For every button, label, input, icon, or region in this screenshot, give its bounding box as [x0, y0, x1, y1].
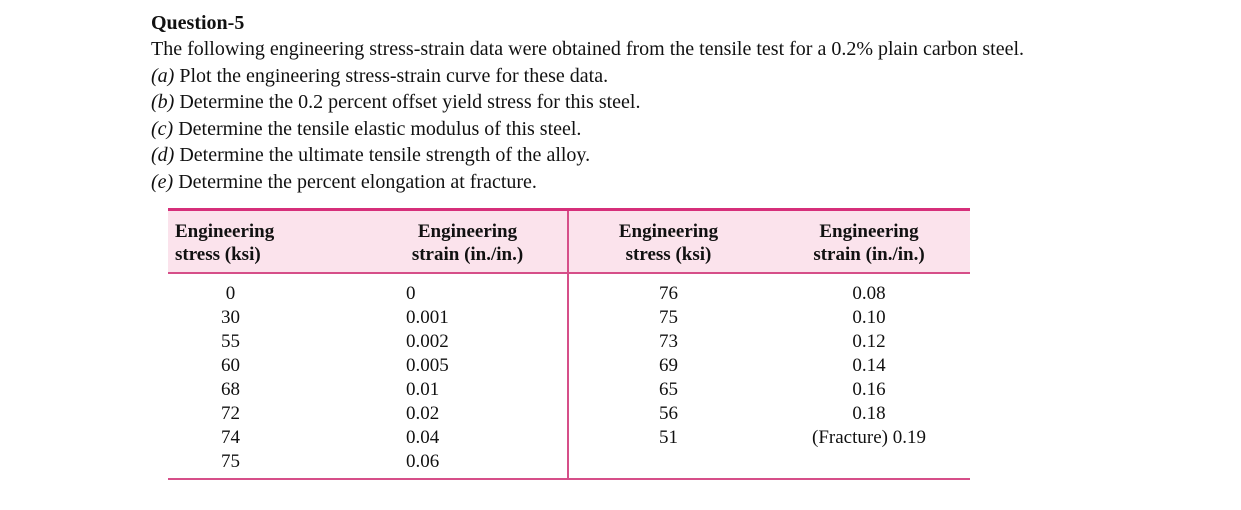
table-cell: 0.14: [852, 355, 886, 376]
table-row: 68 0.01 65 0.16: [168, 378, 970, 402]
table-cell: 69: [659, 355, 678, 376]
table-cell: 56: [659, 403, 678, 424]
header-stress-2: Engineering stress (ksi): [568, 208, 768, 274]
part-letter: (d): [151, 144, 175, 166]
stress-strain-table: Engineering stress (ksi) Engineering strai…: [168, 208, 970, 480]
table-body: 0 0 76 0.08 30 0.001 75 0.10 55 0.002 73…: [168, 273, 970, 480]
table-cell: (Fracture) 0.19: [812, 427, 926, 448]
part-letter: (c): [151, 117, 174, 140]
table-cell: 0.10: [852, 307, 886, 328]
question-title: Question-5: [151, 12, 245, 34]
header-line: strain (in./in.): [813, 244, 925, 265]
table-cell: 75: [659, 307, 678, 328]
table-cell: 60: [221, 355, 240, 376]
table-cell: 0.002: [368, 330, 569, 354]
table-cell: 0.005: [368, 354, 569, 378]
table-cell: [768, 450, 970, 480]
table-cell: 51: [659, 427, 678, 448]
header-line: Engineering: [175, 221, 275, 242]
table-cell: 74: [221, 427, 240, 448]
stress-strain-table-container: Engineering stress (ksi) Engineering strai…: [168, 208, 970, 480]
part-letter: (b): [151, 91, 175, 113]
table-cell: 55: [221, 331, 240, 352]
part-text: Determine the 0.2 percent offset yield s…: [179, 91, 641, 113]
header-stress-1: Engineering stress (ksi): [168, 208, 368, 274]
table-header-row: Engineering stress (ksi) Engineering strai…: [168, 208, 970, 274]
part-text: Determine the percent elongation at frac…: [178, 170, 537, 193]
table-cell: 0.18: [852, 403, 886, 424]
header-line: Engineering: [618, 221, 719, 242]
table-cell: 0.02: [368, 402, 569, 426]
table-row: 30 0.001 75 0.10: [168, 306, 970, 330]
table-cell: [568, 450, 768, 480]
table-cell: 68: [221, 379, 240, 400]
part-text: Determine the tensile elastic modulus of…: [178, 117, 582, 140]
table-row: 0 0 76 0.08: [168, 273, 970, 306]
table-cell: 0.001: [368, 306, 569, 330]
table-row: 60 0.005 69 0.14: [168, 354, 970, 378]
table-cell: 0.06: [368, 450, 569, 480]
table-cell: 0.16: [852, 379, 886, 400]
table-cell: 30: [221, 307, 240, 328]
header-line: stress (ksi): [175, 244, 261, 265]
part-letter: (e): [151, 170, 174, 193]
question-part-d: (d) Determine the ultimate tensile stren…: [151, 142, 1211, 169]
table-cell: 0: [225, 283, 236, 304]
question-part-a: (a) Plot the engineering stress-strain c…: [151, 63, 1211, 90]
part-text: Determine the ultimate tensile strength …: [179, 144, 591, 166]
table-cell: 0.01: [368, 378, 569, 402]
table-row: 74 0.04 51 (Fracture) 0.19: [168, 426, 970, 450]
question-block: Question-5 The following engineering str…: [151, 10, 1211, 195]
table-cell: 0.04: [368, 426, 569, 450]
header-strain-1: Engineering strain (in./in.): [368, 208, 569, 274]
table-cell: 0: [368, 273, 569, 306]
part-text: Plot the engineering stress-strain curve…: [179, 64, 609, 87]
header-line: stress (ksi): [625, 244, 712, 265]
part-letter: (a): [151, 64, 175, 87]
header-line: strain (in./in.): [411, 244, 524, 265]
table-cell: 73: [659, 331, 678, 352]
question-part-b: (b) Determine the 0.2 percent offset yie…: [151, 89, 1211, 116]
table-cell: 75: [168, 450, 368, 480]
table-row: 72 0.02 56 0.18: [168, 402, 970, 426]
table-row: 75 0.06: [168, 450, 970, 480]
table-cell: 76: [659, 283, 678, 304]
table-cell: 0.12: [852, 331, 886, 352]
header-line: Engineering: [819, 221, 919, 242]
question-intro: The following engineering stress-strain …: [151, 38, 1025, 60]
table-cell: 65: [659, 379, 678, 400]
table-cell: 0.08: [852, 283, 886, 304]
question-part-c: (c) Determine the tensile elastic modulu…: [151, 116, 1211, 143]
question-part-e: (e) Determine the percent elongation at …: [151, 169, 1211, 196]
header-line: Engineering: [417, 221, 518, 242]
table-row: 55 0.002 73 0.12: [168, 330, 970, 354]
header-strain-2: Engineering strain (in./in.): [768, 208, 970, 274]
table-cell: 72: [221, 403, 240, 424]
